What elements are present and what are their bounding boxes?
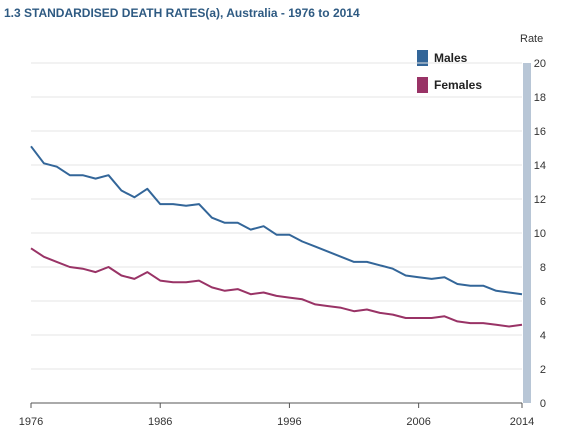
y-tick-label: 6	[540, 296, 546, 308]
x-tick-label: 2006	[406, 416, 430, 428]
y-tick-label: 12	[534, 194, 546, 206]
y-tick-label: 10	[534, 228, 546, 240]
y-tick-label: 16	[534, 126, 546, 138]
y-tick-label: 20	[534, 58, 546, 70]
legend-swatch-males	[417, 50, 428, 66]
legend-item-females: Females	[417, 77, 482, 93]
legend-swatch-females	[417, 77, 428, 93]
legend-label-females: Females	[434, 78, 483, 92]
y-axis-title: Rate	[520, 33, 544, 45]
chart-title: 1.3 STANDARDISED DEATH RATES(a), Austral…	[4, 6, 360, 20]
legend-item-males: Males	[417, 50, 467, 66]
y-tick-label: 0	[540, 398, 546, 410]
x-tick-label: 2014	[510, 416, 534, 428]
y-axis-bar	[523, 63, 531, 403]
series-line-females	[30, 247, 523, 328]
y-tick-label: 18	[534, 92, 546, 104]
legend-label-males: Males	[434, 51, 468, 65]
x-tick-label: 1996	[277, 416, 301, 428]
y-tick-label: 2	[540, 364, 546, 376]
y-tick-label: 4	[540, 330, 546, 342]
y-tick-label: 8	[540, 262, 546, 274]
x-tick-label: 1986	[148, 416, 172, 428]
series-line-males	[30, 145, 523, 296]
y-tick-label: 14	[534, 160, 546, 172]
x-tick-label: 1976	[19, 416, 43, 428]
